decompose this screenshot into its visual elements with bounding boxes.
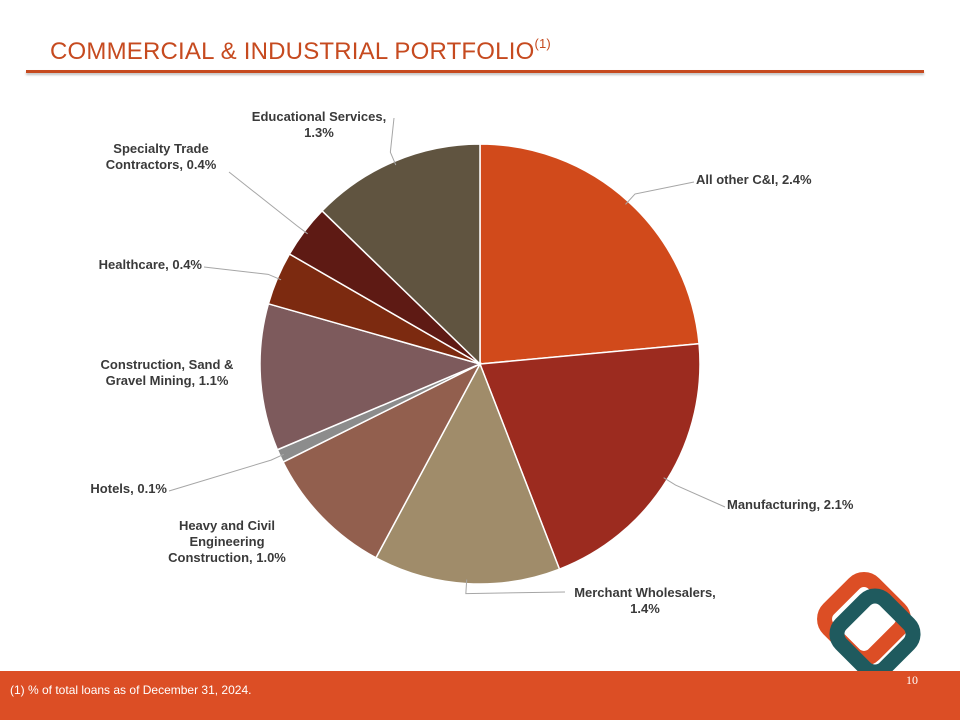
slice-label-line: Gravel Mining, 1.1% [106,373,229,388]
slice-label-line: 1.4% [630,601,660,616]
pie-chart: All other C&I, 2.4% Manufacturing, 2.1% Me… [90,109,853,616]
slice-label-3: Merchant Wholesalers, 1.4% [574,585,716,616]
slice-labels: All other C&I, 2.4% Manufacturing, 2.1% Me… [90,109,853,616]
pie-slice-6 [259,302,483,451]
slice-label-8: Specialty Trade Contractors, 0.4% [106,141,217,172]
leader-line-5 [168,453,284,492]
slice-label-line: Specialty Trade [113,141,208,156]
slice-label-1: All other C&I, 2.4% [696,172,812,187]
leader-line-8 [228,171,308,235]
leader-line-9 [389,117,397,166]
page-title: COMMERCIAL & INDUSTRIAL PORTFOLIO(1) [50,36,551,66]
pie-slices [259,143,701,585]
footnote: (1) % of total loans as of December 31, … [10,683,252,697]
slice-label-line: 1.3% [304,125,334,140]
slice-label-line: Manufacturing, 2.1% [727,497,854,512]
leader-line-2 [663,477,726,508]
slice-label-2: Manufacturing, 2.1% [727,497,854,512]
leader-line-1 [625,181,695,205]
slice-label-7: Healthcare, 0.4% [99,257,203,272]
slice-label-line: Construction, 1.0% [168,550,286,565]
slice-label-line: All other C&I, 2.4% [696,172,812,187]
page-number: 10 [906,673,918,687]
slice-label-line: Hotels, 0.1% [90,481,167,496]
pie-slice-1 [479,143,700,365]
logo-teal-diamond [829,588,921,680]
leader-line-7 [203,266,282,281]
title-text: COMMERCIAL & INDUSTRIAL PORTFOLIO [50,38,535,65]
slice-label-line: Merchant Wholesalers, [574,585,716,600]
leader-lines [168,117,726,595]
footer-bar [0,671,960,720]
title-divider [26,70,924,73]
slice-label-line: Heavy and Civil [179,518,275,533]
company-logo [806,570,936,695]
leader-line-3 [465,579,566,595]
title-footnote-marker: (1) [534,36,551,51]
slice-label-line: Engineering [189,534,264,549]
slice-label-6: Construction, Sand & Gravel Mining, 1.1% [101,357,234,388]
slice-label-line: Contractors, 0.4% [106,157,217,172]
pie-slice-4 [282,362,482,559]
slice-label-line: Educational Services, [252,109,386,124]
slice-label-line: Healthcare, 0.4% [99,257,203,272]
slice-label-line: Construction, Sand & [101,357,234,372]
slice-label-5: Hotels, 0.1% [90,481,167,496]
slice-label-9: Educational Services, 1.3% [252,109,386,140]
slice-label-4: Heavy and Civil Engineering Construction, … [168,518,286,565]
